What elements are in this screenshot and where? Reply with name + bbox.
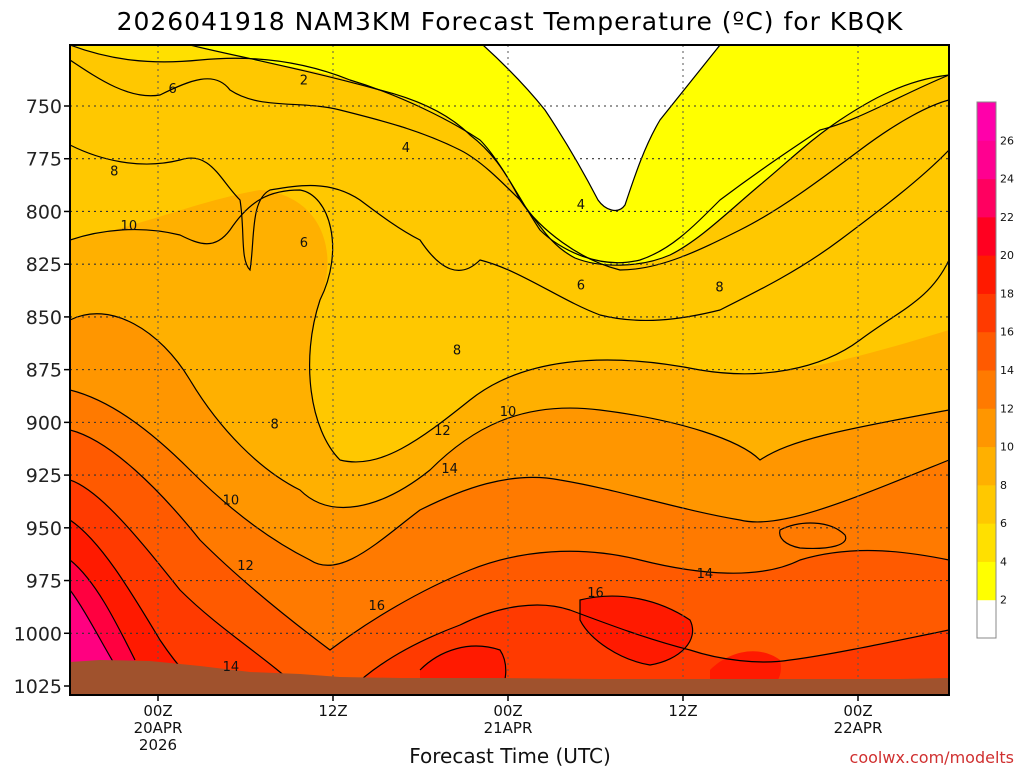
contour-label: 10 bbox=[500, 405, 517, 420]
x-tick-label: 12Z bbox=[668, 702, 697, 720]
contour-label: 6 bbox=[577, 278, 585, 293]
colorbar-swatch bbox=[977, 178, 996, 218]
credit-text: coolwx.com/modelts bbox=[850, 748, 1014, 767]
contour-24 bbox=[70, 589, 116, 666]
contour-label: 4 bbox=[577, 198, 585, 213]
temperature-band-24-fill bbox=[70, 590, 115, 670]
colorbar-swatch bbox=[977, 370, 996, 409]
colorbar-tick-label: 14 bbox=[1000, 364, 1014, 377]
contour-label: 8 bbox=[110, 164, 118, 179]
y-tick-label: 950 bbox=[26, 518, 62, 540]
colorbar-tick-label: 8 bbox=[1000, 479, 1007, 492]
contour-10 bbox=[70, 189, 949, 463]
colorbar-swatch bbox=[977, 293, 996, 333]
x-tick-label: 22APR bbox=[834, 719, 883, 737]
colorbar-tick-label: 18 bbox=[1000, 287, 1014, 300]
contour-label: 12 bbox=[434, 424, 451, 439]
x-tick-label: 12Z bbox=[318, 702, 347, 720]
contour-label: 10 bbox=[223, 493, 240, 508]
colorbar-swatch bbox=[977, 561, 996, 601]
colorbar-tick-label: 26 bbox=[1000, 134, 1014, 147]
colorbar-swatch bbox=[977, 484, 996, 524]
colorbar-swatch bbox=[977, 102, 996, 141]
x-tick-label: 00Z bbox=[843, 702, 872, 720]
terrain-ground bbox=[70, 660, 949, 695]
contour-label: 16 bbox=[587, 586, 604, 601]
contour-island bbox=[779, 522, 847, 550]
pressure-axis: 750 775 800 825 850 875 900 925 950 975 1000 1025 bbox=[14, 96, 70, 698]
contour-label: 2 bbox=[300, 74, 308, 89]
colorbar-frame bbox=[976, 101, 997, 639]
y-tick-label: 900 bbox=[26, 412, 62, 434]
contour-2-loop bbox=[482, 45, 721, 212]
y-tick-label: 1000 bbox=[14, 623, 62, 645]
colorbar-tick-label: 10 bbox=[1000, 441, 1014, 454]
colorbar-swatch bbox=[977, 331, 996, 371]
contour-label: 14 bbox=[223, 660, 240, 675]
x-tick-label: 20APR bbox=[134, 719, 183, 737]
contour-label: 16 bbox=[368, 599, 385, 614]
contour-4 bbox=[70, 45, 949, 264]
x-axis-label: Forecast Time (UTC) bbox=[409, 744, 611, 768]
y-tick-label: 875 bbox=[26, 360, 62, 382]
x-tick-label: 00Z bbox=[143, 702, 172, 720]
colorbar-swatch bbox=[977, 140, 996, 180]
y-tick-label: 850 bbox=[26, 307, 62, 329]
colorbar-swatch bbox=[977, 523, 996, 562]
colorbar-swatch bbox=[977, 255, 996, 294]
y-tick-label: 975 bbox=[26, 571, 62, 593]
temperature-fill-layer bbox=[70, 45, 949, 695]
contour-label: 6 bbox=[300, 236, 308, 251]
colorbar-swatch bbox=[977, 446, 996, 486]
contour-12 bbox=[70, 313, 949, 509]
temperature-band-16-fill bbox=[70, 430, 949, 695]
colorbar-tick-label: 24 bbox=[1000, 173, 1014, 186]
colorbar-tick-label: 12 bbox=[1000, 402, 1014, 415]
contour-label: 10 bbox=[121, 219, 138, 234]
colorbar-swatch bbox=[977, 216, 996, 256]
y-tick-label: 825 bbox=[26, 254, 62, 276]
contour-label: 8 bbox=[453, 344, 461, 359]
contour-label: 14 bbox=[441, 462, 458, 477]
y-tick-label: 800 bbox=[26, 201, 62, 223]
colorbar-tick-label: 20 bbox=[1000, 249, 1014, 262]
contour-label: 14 bbox=[697, 567, 714, 582]
x-tick-label: 2026 bbox=[139, 736, 177, 754]
contour-6 bbox=[70, 59, 949, 271]
contour-label: 8 bbox=[271, 417, 279, 432]
y-tick-label: 1025 bbox=[14, 676, 62, 698]
colorbar-tick-label: 2 bbox=[1000, 594, 1007, 607]
x-tick-label: 21APR bbox=[484, 719, 533, 737]
colorbar-tick-label: 16 bbox=[1000, 326, 1014, 339]
contour-label: 8 bbox=[715, 280, 723, 295]
colorbar-tick-label: 4 bbox=[1000, 555, 1007, 568]
x-tick-label: 00Z bbox=[493, 702, 522, 720]
contour-label: 12 bbox=[237, 559, 254, 574]
colorbar-swatch bbox=[977, 408, 996, 448]
contour-16 bbox=[70, 429, 949, 651]
temperature-band-0-fill bbox=[483, 45, 720, 211]
contour-label: 4 bbox=[402, 141, 410, 156]
colorbar-tick-label: 22 bbox=[1000, 211, 1014, 224]
contour-22 bbox=[70, 559, 136, 661]
contour-label: 6 bbox=[168, 82, 176, 97]
colorbar-tick-label: 6 bbox=[1000, 517, 1007, 530]
contour-14 bbox=[70, 389, 949, 566]
y-tick-label: 925 bbox=[26, 465, 62, 487]
chart-title: 2026041918 NAM3KM Forecast Temperature (… bbox=[117, 7, 904, 36]
colorbar-swatch bbox=[977, 599, 996, 639]
contour-8 bbox=[70, 144, 949, 322]
y-tick-label: 775 bbox=[26, 149, 62, 171]
temperature-band-2-fill bbox=[190, 45, 949, 266]
y-tick-label: 750 bbox=[26, 96, 62, 118]
